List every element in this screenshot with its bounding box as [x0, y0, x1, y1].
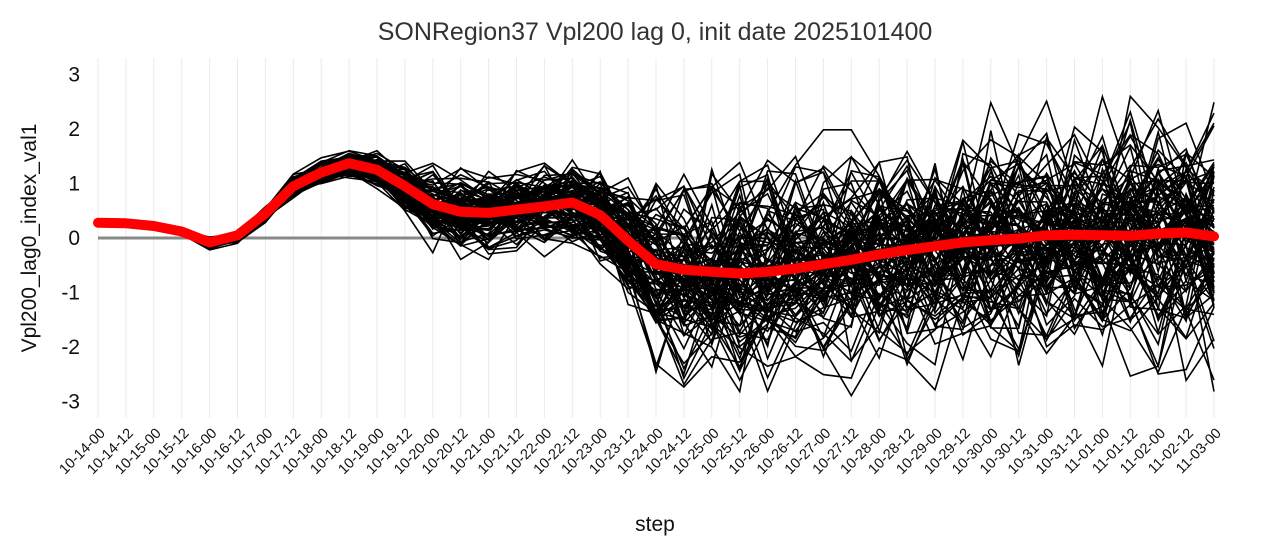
y-tick-label: -2 [61, 336, 80, 359]
y-tick-label: -3 [61, 391, 80, 414]
y-tick-label: 2 [68, 118, 80, 141]
ensemble-mean-line [93, 158, 1219, 279]
x-tick-labels: 10-14-0010-14-1210-15-0010-15-1210-16-00… [56, 426, 1224, 478]
y-tick-labels: -3 -2 -1 0 1 2 3 [61, 63, 80, 413]
x-axis-label: step [635, 513, 675, 536]
y-axis-label: Vpl200_lag0_index_val1 [18, 124, 41, 353]
y-tick-label: -1 [61, 282, 80, 305]
y-tick-label: 0 [68, 227, 80, 250]
chart-title: SONRegion37 Vpl200 lag 0, init date 2025… [378, 18, 933, 46]
y-tick-label: 1 [68, 172, 80, 195]
y-tick-label: 3 [68, 63, 80, 86]
